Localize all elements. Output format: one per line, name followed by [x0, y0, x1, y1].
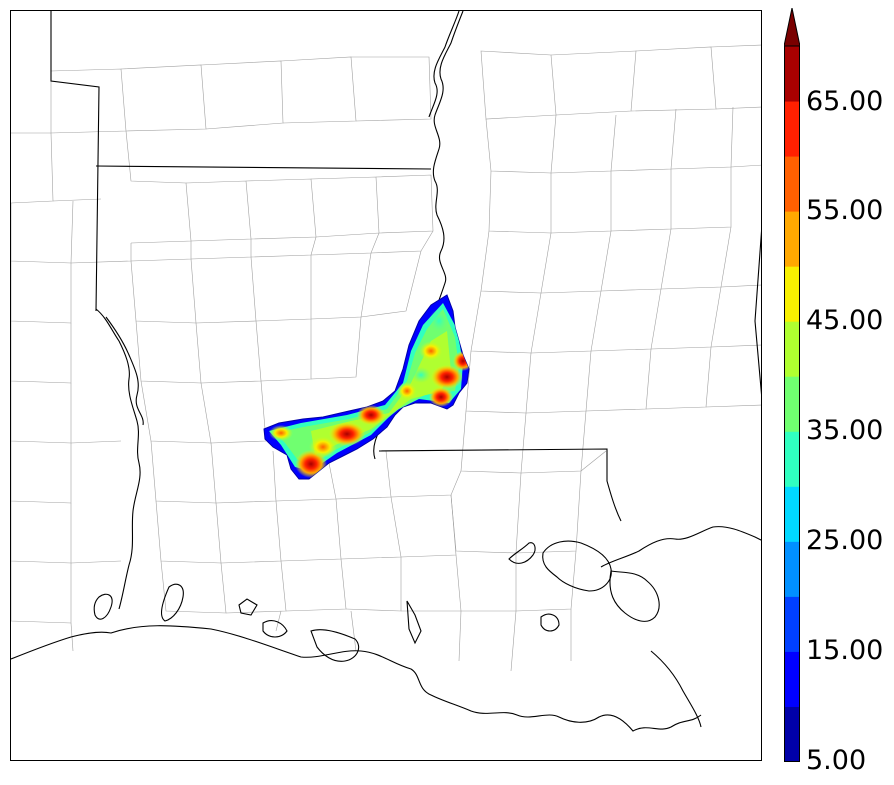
- map-canvas: [11, 11, 761, 732]
- map-panel: [10, 10, 762, 761]
- colorbar-segment: [784, 486, 800, 542]
- colorbar-segment: [784, 266, 800, 322]
- colorbar-extend-arrow: [784, 8, 800, 47]
- colorbar-segment: [784, 156, 800, 212]
- colorbar-label-35: 35.00: [806, 415, 884, 446]
- colorbar-segment: [784, 46, 800, 102]
- colorbar-segment: [784, 706, 800, 762]
- colorbar-label-5: 5.00: [806, 745, 867, 776]
- colorbar-segment: [784, 431, 800, 487]
- colorbar-segment: [784, 376, 800, 432]
- colorbar-segment: [784, 101, 800, 157]
- colorbar-segment: [784, 321, 800, 377]
- state-boundaries: [11, 11, 761, 732]
- precipitation-field: [263, 294, 470, 480]
- colorbar-label-15: 15.00: [806, 635, 884, 666]
- colorbar: [784, 8, 800, 762]
- colorbar-label-55: 55.00: [806, 195, 884, 226]
- colorbar-segment: [784, 541, 800, 597]
- colorbar-segment: [784, 596, 800, 652]
- colorbar-segment: [784, 651, 800, 707]
- colorbar-label-45: 45.00: [806, 305, 884, 336]
- colorbar-segment: [784, 211, 800, 267]
- colorbar-label-25: 25.00: [806, 525, 884, 556]
- county-boundaries: [11, 44, 761, 672]
- colorbar-label-65: 65.00: [806, 86, 884, 117]
